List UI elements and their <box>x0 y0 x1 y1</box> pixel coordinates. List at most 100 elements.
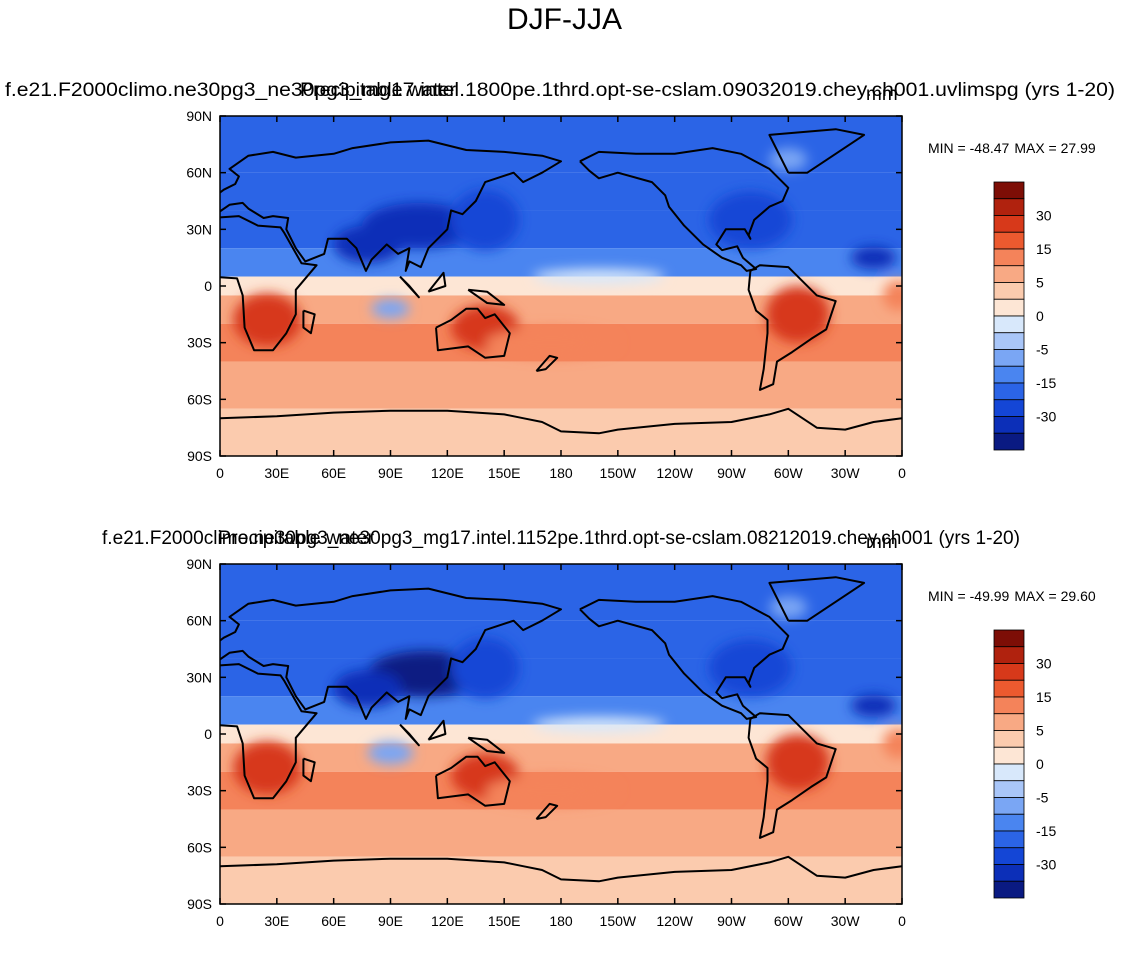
panel-top: 0 30E 60E 90E 120E 150E 180 150W 120W 90W 60W 30W 09… <box>5 80 1115 481</box>
lat-band-2 <box>220 210 902 249</box>
colorbar-swatch <box>993 663 1025 681</box>
lat-band-1 <box>220 620 902 659</box>
panel-bottom: 0 30E 60E 90E 120E 150E 180 150W 120W 90W 60W 30W 09… <box>102 528 1096 929</box>
x-tick-label: 30W <box>831 913 861 929</box>
coastline-10 <box>768 128 866 174</box>
map-field <box>220 564 902 904</box>
coastlines <box>220 128 902 435</box>
y-tick-label: 60S <box>187 839 212 855</box>
min-label: MIN = -49.99 <box>928 588 1010 604</box>
colorbar-swatch <box>993 646 1025 664</box>
colorbar-tick-label: -15 <box>1036 823 1056 839</box>
y-tick-label: 0 <box>204 726 212 742</box>
y-tick-label: 30N <box>186 669 212 685</box>
anomaly-blob-6 <box>371 299 410 319</box>
coastline-9 <box>747 712 837 839</box>
x-tick-label: 180 <box>549 913 573 929</box>
lat-band-7 <box>220 361 902 409</box>
anomaly-blob-7 <box>532 717 666 733</box>
coastline-6 <box>467 288 506 306</box>
coastline-6 <box>467 736 506 754</box>
anomaly-blob-12 <box>883 728 902 759</box>
x-tick-label: 30E <box>264 465 289 481</box>
min-max-label: MIN = -48.47 MAX = 27.99 <box>928 140 1096 156</box>
y-tick-label: 30S <box>187 335 212 351</box>
coastline-0 <box>220 215 318 352</box>
x-tick-label: 120W <box>656 465 693 481</box>
colorbar-swatch <box>993 780 1025 798</box>
anomaly-blob-12 <box>883 280 902 311</box>
lat-band-4 <box>220 276 902 296</box>
coastline-8 <box>579 147 790 272</box>
panel-left-title: f.e21.F2000climo.ne30pg3_ne30pg3_mg17.in… <box>5 80 1115 101</box>
colorbar-swatch <box>993 265 1025 283</box>
y-tick-label: 90N <box>186 556 212 572</box>
colorbar-swatch <box>993 763 1025 782</box>
main-title: DJF-JJA <box>507 3 622 36</box>
colorbar-swatch <box>993 215 1025 233</box>
panel-center-title: Precipitable water <box>218 528 375 549</box>
y-tick-label: 90N <box>186 108 212 124</box>
x-tick-label: 0 <box>216 465 224 481</box>
coastline-7 <box>535 802 559 820</box>
colorbar-swatch <box>993 416 1025 434</box>
coastline-7 <box>535 354 559 372</box>
anomaly-blob-10 <box>765 734 831 791</box>
anomaly-blob-1 <box>451 189 520 251</box>
anomaly-blob-5 <box>769 596 808 619</box>
x-tick-label: 60W <box>774 465 804 481</box>
lat-band-1 <box>220 172 902 211</box>
x-tick-label: 90W <box>717 913 747 929</box>
colorbar-swatch <box>993 864 1025 882</box>
x-tick-label: 120W <box>656 913 693 929</box>
coastline-5 <box>427 719 447 741</box>
colorbar-swatch <box>993 679 1025 698</box>
coastline-5 <box>427 271 447 293</box>
colorbar-swatch <box>993 880 1025 899</box>
colorbar-swatch <box>993 349 1025 367</box>
colorbar-tick-label: 5 <box>1036 275 1044 291</box>
colorbar-swatch <box>993 432 1025 451</box>
y-tick-label: 90S <box>187 896 212 912</box>
colorbar-swatch <box>993 399 1025 417</box>
max-label: MAX = 27.99 <box>1014 140 1096 156</box>
colorbar-tick-label: 30 <box>1036 656 1052 672</box>
colorbar-swatch <box>993 713 1025 731</box>
panel-center-title: Precipitable water <box>300 80 457 101</box>
colorbar-swatch <box>993 797 1025 815</box>
y-tick-label: 60N <box>186 165 212 181</box>
anomaly-blob-10 <box>765 286 831 343</box>
y-tick-label: 30N <box>186 221 212 237</box>
colorbar-swatch <box>993 696 1025 715</box>
x-tick-label: 0 <box>898 465 906 481</box>
colorbar-tick-label: 0 <box>1036 756 1044 772</box>
anomaly-blob-1 <box>451 637 520 699</box>
colorbar-swatch <box>993 730 1025 748</box>
coastline-0 <box>220 663 318 800</box>
colorbar-tick-label: -15 <box>1036 375 1056 391</box>
colorbar-swatch <box>993 315 1025 334</box>
colorbar-swatch <box>993 298 1025 317</box>
x-tick-label: 120E <box>431 465 464 481</box>
coastline-11 <box>220 855 902 883</box>
coastline-9 <box>747 264 837 391</box>
coastline-3 <box>435 755 511 807</box>
x-tick-label: 90E <box>378 465 403 481</box>
coastline-1 <box>302 309 316 335</box>
colorbar: 30 15 5 0 -5 -15 -30 <box>993 629 1056 899</box>
lat-band-4 <box>220 724 902 744</box>
colorbar-swatch <box>993 231 1025 250</box>
x-tick-label: 30E <box>264 913 289 929</box>
coastline-4 <box>399 275 420 299</box>
colorbar-tick-label: -30 <box>1036 857 1056 873</box>
coastline-1 <box>302 757 316 783</box>
anomaly-blob-8 <box>233 741 302 795</box>
colorbar-swatch <box>993 830 1025 849</box>
colorbar-swatch <box>993 332 1025 350</box>
units-label: mm <box>866 84 898 105</box>
x-tick-label: 60W <box>774 913 804 929</box>
anomaly-blob-6 <box>367 741 414 765</box>
x-tick-label: 60E <box>321 465 346 481</box>
x-tick-label: 150W <box>600 913 637 929</box>
x-tick-label: 0 <box>216 913 224 929</box>
